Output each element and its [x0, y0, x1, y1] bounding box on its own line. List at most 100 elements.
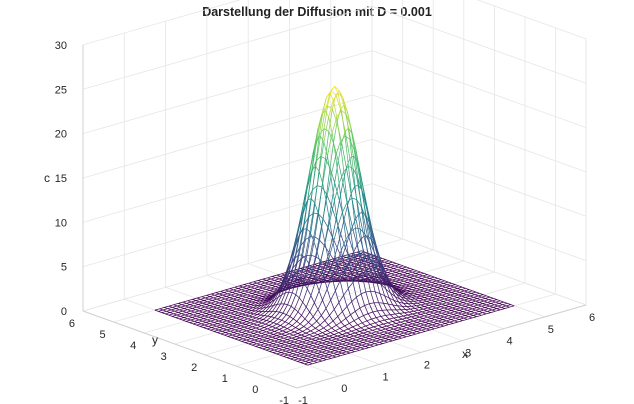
- mesh-segment: [337, 211, 343, 227]
- mesh-segment: [339, 325, 345, 329]
- mesh-segment: [268, 322, 274, 326]
- mesh-segment: [357, 280, 361, 282]
- mesh-segment: [281, 332, 287, 335]
- mesh-segment: [432, 305, 438, 308]
- mesh-segment: [400, 309, 405, 314]
- mesh-segment: [356, 344, 362, 347]
- mesh-segment: [360, 293, 365, 306]
- mesh-segment: [435, 315, 441, 318]
- mesh-segment: [401, 306, 406, 310]
- mesh-segment: [368, 336, 374, 339]
- mesh-segment: [302, 288, 308, 303]
- mesh-segment: [399, 298, 404, 304]
- mesh-segment: [380, 330, 385, 333]
- mesh-segment: [326, 268, 331, 276]
- mesh-segment: [267, 311, 273, 317]
- mesh-segment: [350, 334, 354, 337]
- mesh-segment: [256, 342, 262, 345]
- mesh-segment: [197, 296, 202, 299]
- mesh-segment: [238, 329, 244, 332]
- mesh-segment: [205, 320, 211, 323]
- mesh-segment: [219, 301, 224, 304]
- mesh-segment: [253, 321, 259, 325]
- mesh-segment: [317, 183, 324, 213]
- mesh-segment: [367, 329, 373, 333]
- mesh-segment: [290, 242, 297, 265]
- mesh-segment: [313, 265, 318, 268]
- mesh-segment: [243, 291, 249, 294]
- mesh-segment: [387, 270, 393, 273]
- mesh-segment: [425, 293, 431, 296]
- mesh-segment: [266, 278, 272, 281]
- mesh-segment: [343, 288, 349, 296]
- mesh-segment: [176, 313, 182, 316]
- z-axis-label: c: [44, 171, 50, 185]
- mesh-segment: [326, 276, 333, 290]
- mesh-segment: [300, 239, 306, 246]
- mesh-segment: [252, 324, 258, 328]
- mesh-segment: [370, 324, 375, 328]
- mesh-segment: [365, 217, 372, 233]
- mesh-segment: [398, 301, 403, 307]
- mesh-segment: [336, 247, 343, 259]
- mesh-segment: [330, 262, 336, 265]
- mesh-segment: [162, 308, 168, 311]
- mesh-segment: [376, 280, 382, 285]
- mesh-segment: [210, 319, 216, 322]
- mesh-segment: [347, 276, 353, 280]
- mesh-segment: [360, 325, 366, 329]
- mesh-segment: [220, 332, 226, 335]
- mesh-segment: [342, 254, 348, 257]
- mesh-segment: [378, 334, 384, 337]
- mesh-segment: [317, 334, 322, 337]
- mesh-segment: [459, 308, 465, 311]
- mesh-segment: [340, 354, 346, 357]
- mesh-segment: [186, 301, 192, 304]
- mesh-segment: [404, 311, 410, 314]
- mesh-segment: [428, 288, 433, 291]
- mesh-segment: [358, 315, 364, 319]
- mesh-segment: [171, 308, 176, 311]
- mesh-segment: [182, 318, 188, 321]
- mesh-segment: [276, 282, 282, 285]
- mesh-segment: [266, 287, 271, 290]
- mesh-segment: [341, 266, 347, 269]
- mesh-segment: [389, 317, 394, 320]
- mesh-segment: [372, 329, 377, 333]
- mesh-segment: [408, 278, 414, 281]
- mesh-segment: [340, 318, 347, 323]
- mesh-segment: [387, 261, 393, 264]
- mesh-segment: [271, 344, 277, 347]
- mesh-segment: [249, 313, 255, 317]
- mesh-segment: [258, 347, 263, 350]
- mesh-segment: [195, 316, 201, 320]
- mesh-segment: [262, 330, 267, 333]
- mesh-segment: [313, 341, 319, 344]
- mesh-segment: [330, 350, 336, 353]
- mesh-segment: [232, 306, 238, 309]
- mesh-segment: [387, 322, 392, 326]
- mesh-segment: [345, 114, 351, 140]
- mesh-segment: [323, 327, 328, 331]
- mesh-segment: [211, 307, 217, 310]
- mesh-segment: [199, 324, 205, 327]
- mesh-segment: [372, 328, 378, 331]
- mesh-segment: [227, 336, 232, 338]
- mesh-segment: [413, 328, 419, 331]
- mesh-segment: [284, 333, 290, 336]
- mesh-segment: [330, 182, 336, 206]
- mesh-segment: [325, 299, 332, 309]
- mesh-segment: [399, 271, 405, 274]
- mesh-segment: [472, 298, 478, 301]
- mesh-segment: [322, 330, 328, 334]
- mesh-segment: [394, 313, 400, 315]
- mesh-segment: [294, 331, 299, 334]
- mesh-segment: [463, 291, 468, 294]
- mesh-segment: [378, 343, 383, 346]
- mesh-segment: [401, 336, 407, 339]
- mesh-segment: [312, 353, 318, 356]
- mesh-segment: [393, 336, 399, 339]
- mesh-segment: [302, 331, 307, 334]
- mesh-segment: [403, 315, 407, 319]
- mesh-segment: [408, 322, 413, 325]
